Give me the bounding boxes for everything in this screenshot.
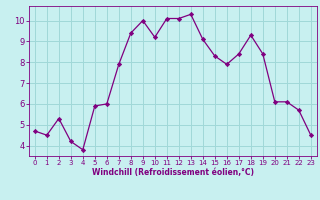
X-axis label: Windchill (Refroidissement éolien,°C): Windchill (Refroidissement éolien,°C): [92, 168, 254, 177]
